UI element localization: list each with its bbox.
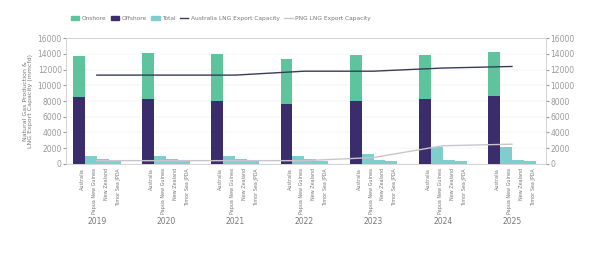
Bar xyxy=(512,160,524,164)
Text: Papua New Guinea: Papua New Guinea xyxy=(368,168,374,214)
Text: Papua New Guinea: Papua New Guinea xyxy=(507,168,512,214)
Bar xyxy=(154,156,166,164)
Text: 2023: 2023 xyxy=(364,216,383,225)
Text: New Zealand: New Zealand xyxy=(380,168,385,200)
Text: Papua New Guinea: Papua New Guinea xyxy=(230,168,235,214)
Text: 2019: 2019 xyxy=(87,216,106,225)
Text: New Zealand: New Zealand xyxy=(449,168,455,200)
Text: Papua New Guinea: Papua New Guinea xyxy=(161,168,166,214)
Bar xyxy=(142,99,154,164)
Text: Australia: Australia xyxy=(80,168,85,190)
Bar xyxy=(443,160,455,164)
Text: Timor Sea JPDA: Timor Sea JPDA xyxy=(461,168,467,206)
Text: Papua New Guinea: Papua New Guinea xyxy=(438,168,443,214)
Bar xyxy=(73,97,85,164)
Text: Timor Sea JPDA: Timor Sea JPDA xyxy=(531,168,536,206)
Text: 2021: 2021 xyxy=(226,216,245,225)
Text: New Zealand: New Zealand xyxy=(104,168,109,200)
Text: Australia: Australia xyxy=(495,168,500,190)
Bar xyxy=(350,55,362,101)
Bar xyxy=(211,101,223,164)
Text: 2020: 2020 xyxy=(157,216,176,225)
Text: Timor Sea JPDA: Timor Sea JPDA xyxy=(392,168,397,206)
Bar xyxy=(166,159,178,164)
Text: New Zealand: New Zealand xyxy=(311,168,316,200)
Bar xyxy=(178,161,190,164)
Bar xyxy=(488,96,500,164)
Bar xyxy=(235,159,247,164)
Text: Timor Sea JPDA: Timor Sea JPDA xyxy=(254,168,259,206)
Text: New Zealand: New Zealand xyxy=(242,168,247,200)
Text: Papua New Guinea: Papua New Guinea xyxy=(299,168,304,214)
Bar xyxy=(374,160,385,164)
Text: Timor Sea JPDA: Timor Sea JPDA xyxy=(323,168,328,206)
Bar xyxy=(431,147,443,164)
Bar xyxy=(524,161,536,164)
Text: New Zealand: New Zealand xyxy=(519,168,524,200)
Bar xyxy=(211,54,223,101)
Bar xyxy=(73,56,85,97)
Bar xyxy=(385,161,397,164)
Bar xyxy=(223,156,235,164)
Bar xyxy=(316,161,328,164)
Text: Australia: Australia xyxy=(149,168,154,190)
Bar xyxy=(362,154,374,164)
Bar xyxy=(292,156,304,164)
Bar xyxy=(281,104,292,164)
Bar xyxy=(419,55,431,99)
Text: Australia: Australia xyxy=(287,168,292,190)
Legend: Onshore, Offshore, Total, Australia LNG Export Capacity, PNG LNG Export Capacity: Onshore, Offshore, Total, Australia LNG … xyxy=(69,13,373,23)
Text: Australia: Australia xyxy=(218,168,223,190)
Bar xyxy=(350,101,362,164)
Y-axis label: Natural Gas Production &
LNG Export Capacity (mmcfd): Natural Gas Production & LNG Export Capa… xyxy=(23,54,34,148)
Bar xyxy=(281,59,292,104)
Bar xyxy=(419,99,431,164)
Text: 2024: 2024 xyxy=(433,216,452,225)
Text: Australia: Australia xyxy=(426,168,431,190)
Text: Papua New Guinea: Papua New Guinea xyxy=(92,168,97,214)
Bar xyxy=(488,52,500,96)
Text: Timor Sea JPDA: Timor Sea JPDA xyxy=(185,168,190,206)
Text: 2025: 2025 xyxy=(502,216,521,225)
Bar xyxy=(304,159,316,164)
Bar xyxy=(85,156,97,164)
Bar xyxy=(109,161,121,164)
Text: New Zealand: New Zealand xyxy=(173,168,178,200)
Text: 2022: 2022 xyxy=(295,216,314,225)
Bar xyxy=(455,161,467,164)
Bar xyxy=(500,147,512,164)
Bar xyxy=(142,53,154,99)
Bar xyxy=(97,159,109,164)
Text: Australia: Australia xyxy=(356,168,362,190)
Text: Timor Sea JPDA: Timor Sea JPDA xyxy=(116,168,121,206)
Bar xyxy=(247,161,259,164)
